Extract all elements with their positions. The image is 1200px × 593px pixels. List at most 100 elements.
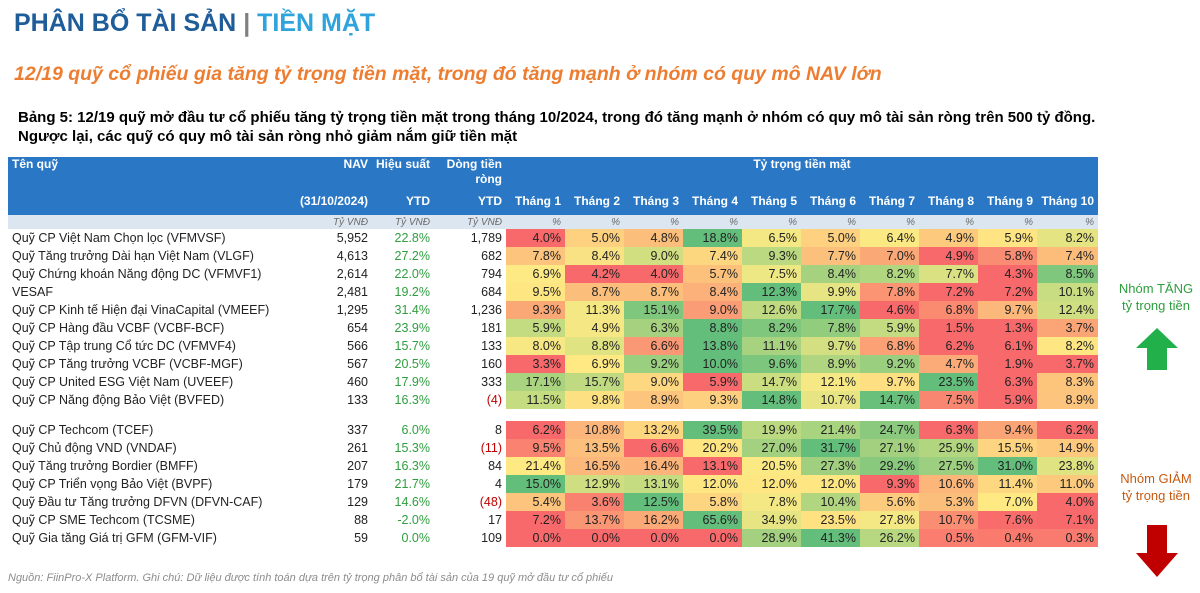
cash-cell: 1.9% — [978, 355, 1037, 373]
cash-allocation-table: Tên quỹ NAV Hiệu suất Dòng tiền ròng Tỷ … — [8, 157, 1099, 547]
fund-perf: 15.3% — [394, 441, 430, 455]
cash-cell: 11.1% — [742, 337, 801, 355]
cash-cell: 8.0% — [506, 337, 565, 355]
cash-cell: 6.6% — [624, 337, 683, 355]
cash-cell: 13.2% — [624, 421, 683, 439]
cash-cell: 7.6% — [978, 511, 1037, 529]
cash-cell: 7.4% — [1037, 247, 1099, 265]
cash-cell: 41.3% — [801, 529, 860, 547]
cash-cell: 24.7% — [860, 421, 919, 439]
cash-cell: 8.4% — [683, 283, 742, 301]
cash-cell: 8.9% — [1037, 391, 1099, 409]
cash-cell: 10.6% — [919, 475, 978, 493]
fund-nav: 59 — [354, 531, 368, 545]
cash-cell: 15.0% — [506, 475, 565, 493]
fund-flow: (48) — [479, 495, 502, 509]
subtitle: 12/19 quỹ cổ phiếu gia tăng tỷ trọng tiề… — [14, 63, 882, 85]
cash-cell: 17.7% — [801, 301, 860, 319]
cash-cell: 12.5% — [624, 493, 683, 511]
cash-cell: 9.7% — [801, 337, 860, 355]
cash-cell: 13.8% — [683, 337, 742, 355]
cash-cell: 9.9% — [801, 283, 860, 301]
cash-cell: 27.3% — [801, 457, 860, 475]
cash-cell: 13.5% — [565, 439, 624, 457]
group-up-label: Nhóm TĂNG tỷ trọng tiền — [1112, 280, 1200, 314]
fund-perf: 0.0% — [401, 531, 431, 545]
cash-cell: 6.3% — [919, 421, 978, 439]
cash-cell: 39.5% — [683, 421, 742, 439]
fund-nav: 567 — [347, 357, 368, 371]
cash-cell: 7.2% — [506, 511, 565, 529]
col-header-month: Tháng 1 — [506, 187, 565, 215]
fund-nav: 4,613 — [336, 249, 368, 263]
cash-cell: 27.8% — [860, 511, 919, 529]
cash-cell: 6.6% — [624, 439, 683, 457]
cash-cell: 16.2% — [624, 511, 683, 529]
fund-nav: 179 — [347, 477, 368, 491]
cash-cell: 17.1% — [506, 373, 565, 391]
cash-cell: 4.3% — [978, 265, 1037, 283]
cash-cell: 13.1% — [683, 457, 742, 475]
cash-cell: 9.2% — [860, 355, 919, 373]
cash-cell: 15.7% — [565, 373, 624, 391]
cash-cell: 0.0% — [506, 529, 565, 547]
fund-perf: 27.2% — [394, 249, 430, 263]
cash-cell: 12.3% — [742, 283, 801, 301]
col-header-name: Tên quỹ — [8, 157, 292, 187]
unit-nav: Tỷ VNĐ — [292, 215, 372, 229]
cash-cell: 9.7% — [860, 373, 919, 391]
fund-perf: -2.0% — [397, 513, 430, 527]
group-up-line2: tỷ trọng tiền — [1122, 298, 1190, 313]
cash-cell: 5.0% — [565, 229, 624, 247]
cash-cell: 9.4% — [978, 421, 1037, 439]
cash-cell: 8.7% — [565, 283, 624, 301]
cash-cell: 8.2% — [860, 265, 919, 283]
cash-cell: 4.8% — [624, 229, 683, 247]
col-header-nav-date: (31/10/2024) — [292, 187, 372, 215]
cash-cell: 6.3% — [624, 319, 683, 337]
cash-cell: 3.6% — [565, 493, 624, 511]
cash-cell: 15.1% — [624, 301, 683, 319]
fund-flow: 84 — [488, 459, 502, 473]
fund-perf: 14.6% — [394, 495, 430, 509]
group-spacer — [8, 409, 1098, 421]
cash-cell: 7.7% — [919, 265, 978, 283]
fund-name: VESAF — [12, 285, 53, 299]
cash-cell: 0.5% — [919, 529, 978, 547]
cash-cell: 21.4% — [801, 421, 860, 439]
fund-name: Quỹ Tăng trưởng Dài hạn Việt Nam (VLGF) — [12, 249, 254, 263]
table-row: Quỹ CP Hàng đầu VCBF (VCBF-BCF) 654 23.9% 1… — [8, 319, 1099, 337]
fund-perf: 16.3% — [394, 459, 430, 473]
fund-nav: 337 — [347, 423, 368, 437]
cash-cell: 6.9% — [565, 355, 624, 373]
fund-name: Quỹ Chứng khoán Năng động DC (VFMVF1) — [12, 267, 262, 281]
col-header-month: Tháng 8 — [919, 187, 978, 215]
col-header-month: Tháng 4 — [683, 187, 742, 215]
fund-nav: 5,952 — [336, 231, 368, 245]
cash-cell: 5.9% — [683, 373, 742, 391]
cash-cell: 10.8% — [565, 421, 624, 439]
cash-cell: 9.3% — [860, 475, 919, 493]
cash-cell: 10.7% — [801, 391, 860, 409]
fund-nav: 207 — [347, 459, 368, 473]
fund-nav: 2,481 — [336, 285, 368, 299]
table-row: Quỹ CP Tăng trưởng VCBF (VCBF-MGF) 567 20.… — [8, 355, 1099, 373]
cash-cell: 5.4% — [506, 493, 565, 511]
cash-cell: 12.0% — [683, 475, 742, 493]
fund-name: Quỹ CP Techcom (TCEF) — [12, 423, 154, 437]
cash-cell: 5.8% — [978, 247, 1037, 265]
cash-cell: 25.9% — [919, 439, 978, 457]
cash-cell: 8.8% — [683, 319, 742, 337]
unit-pct: % — [919, 215, 978, 229]
cash-cell: 0.0% — [565, 529, 624, 547]
table-row: Quỹ Tăng trưởng Bordier (BMFF) 207 16.3% 84… — [8, 457, 1099, 475]
cash-cell: 9.5% — [506, 439, 565, 457]
cash-cell: 7.8% — [801, 319, 860, 337]
title-separator: | — [243, 9, 251, 37]
fund-nav: 566 — [347, 339, 368, 353]
cash-cell: 12.0% — [742, 475, 801, 493]
fund-name: Quỹ CP United ESG Việt Nam (UVEEF) — [12, 375, 234, 389]
unit-pct: % — [624, 215, 683, 229]
fund-perf: 22.8% — [394, 231, 430, 245]
cash-cell: 9.0% — [683, 301, 742, 319]
